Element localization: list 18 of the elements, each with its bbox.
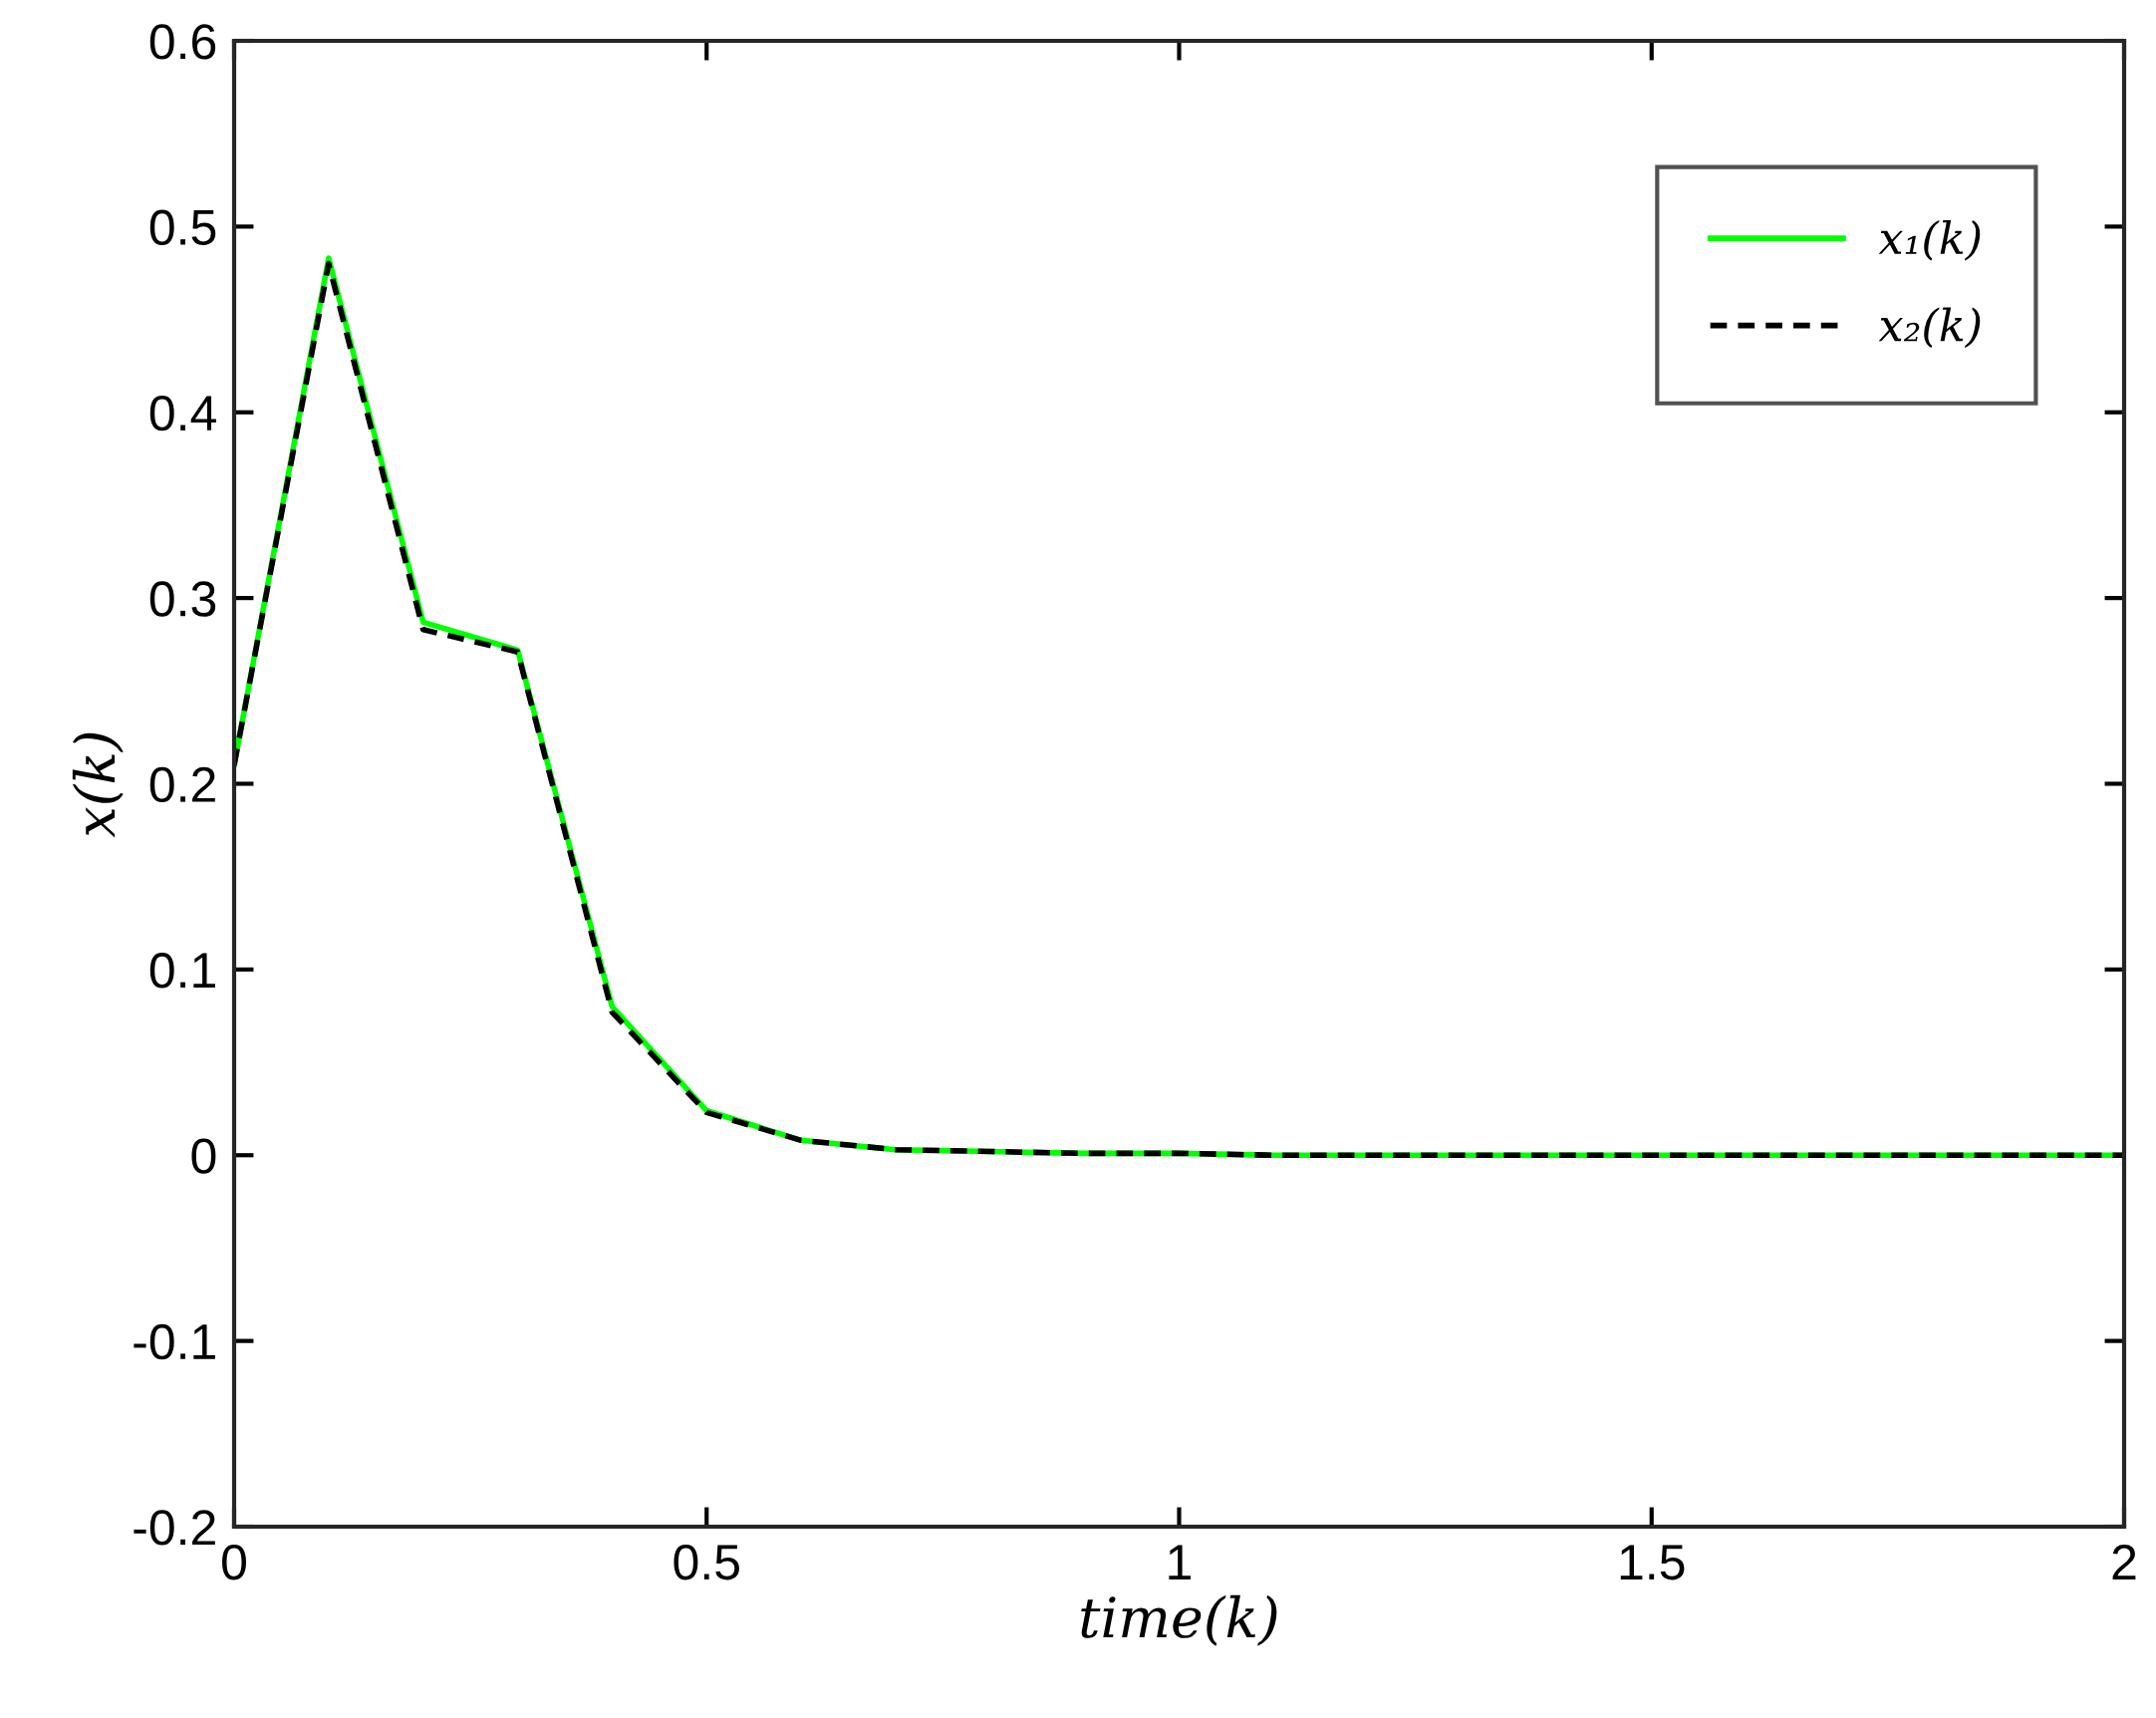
y-tick-label: 0: [191, 1138, 216, 1174]
y-tick-label: 0.2: [149, 766, 215, 803]
y-tick-label: -0.2: [134, 1510, 215, 1546]
x-tick-label: 0: [222, 1544, 246, 1580]
x-tick-label: 0.5: [674, 1544, 739, 1580]
x-tick-label: 1: [1169, 1545, 1191, 1579]
legend-label: x₂(k): [1878, 307, 1981, 349]
x-tick-label: 1.5: [1620, 1545, 1685, 1580]
y-tick-label: 0.5: [149, 209, 216, 245]
x-tick-label: 2: [2112, 1544, 2136, 1579]
y-tick-label: 0.4: [149, 395, 216, 431]
y-tick-label: -0.1: [134, 1323, 215, 1360]
y-axis-title: x(k): [72, 732, 124, 838]
x-axis-title: time(k): [1081, 1594, 1277, 1646]
y-tick-label: 0.3: [149, 581, 216, 617]
y-tick-label: 0.6: [149, 24, 216, 60]
y-tick-label: 0.1: [149, 953, 215, 989]
legend-label: x₁(k): [1878, 219, 1981, 261]
